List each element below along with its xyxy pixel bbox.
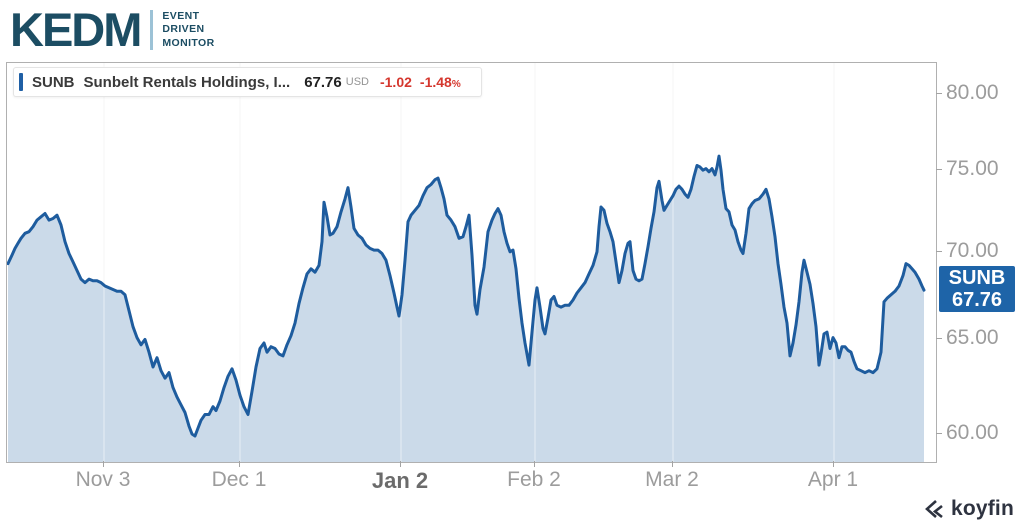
y-axis-label: 70.00 — [946, 238, 999, 262]
price-chart-svg[interactable] — [7, 63, 936, 462]
badge-ticker: SUNB — [948, 267, 1006, 290]
y-axis-label: 65.00 — [946, 326, 999, 350]
y-axis-label: 75.00 — [946, 157, 999, 181]
kedm-logo-text: KEDM — [10, 3, 142, 56]
koyfin-logo-icon — [924, 500, 943, 519]
legend-color-bar — [19, 73, 23, 91]
x-axis-label: Apr 1 — [807, 468, 859, 491]
chart-plot-area[interactable]: SUNB Sunbelt Rentals Holdings, I... 67.7… — [6, 62, 937, 463]
logo-sub-monitor: MONITOR — [162, 36, 215, 49]
x-axis-label: Dec 1 — [211, 468, 267, 491]
x-axis-tick — [239, 461, 240, 467]
y-axis-tick — [936, 338, 942, 340]
x-axis-tick — [833, 461, 834, 467]
logo-sub-event: EVENT — [162, 9, 200, 22]
legend-currency: USD — [345, 76, 369, 88]
y-axis-tick — [936, 250, 942, 252]
logo-sub-driven: DRIVEN — [162, 23, 205, 36]
x-axis-label: Mar 2 — [645, 468, 699, 491]
legend-change: -1.02 — [379, 74, 412, 90]
kedm-logo-subtitle: EVENT DRIVEN MONITOR — [162, 10, 214, 51]
legend-price: 67.76 — [304, 73, 342, 91]
legend-company-name: Sunbelt Rentals Holdings, I... — [83, 73, 291, 91]
x-axis-tick — [672, 461, 673, 467]
chart-legend[interactable]: SUNB Sunbelt Rentals Holdings, I... 67.7… — [13, 67, 482, 97]
x-axis-tick — [400, 461, 401, 467]
y-axis-tick — [936, 433, 942, 434]
price-area-fill — [8, 156, 924, 462]
y-axis-tick — [936, 169, 942, 171]
x-axis-label: Nov 3 — [75, 468, 131, 491]
badge-price: 67.76 — [951, 289, 1003, 312]
y-axis-label: 60.00 — [946, 421, 999, 444]
x-axis-label: Jan 2 — [371, 468, 429, 493]
koyfin-watermark: koyfin — [923, 497, 1014, 521]
x-axis-tick — [534, 461, 535, 467]
price-line — [7, 154, 926, 438]
y-axis-tick — [936, 92, 942, 94]
legend-change-pct: -1.48% — [419, 74, 461, 90]
last-price-badge: SUNB 67.76 — [939, 266, 1015, 313]
y-axis-label: 80.00 — [946, 80, 999, 104]
x-axis-label: Feb 2 — [507, 468, 561, 491]
koyfin-logo-text: koyfin — [950, 497, 1014, 520]
x-axis-tick — [103, 461, 104, 467]
kedm-logo: KEDM EVENT DRIVEN MONITOR — [10, 4, 215, 56]
legend-ticker: SUNB — [32, 73, 75, 91]
kedm-logo-separator — [150, 10, 154, 50]
